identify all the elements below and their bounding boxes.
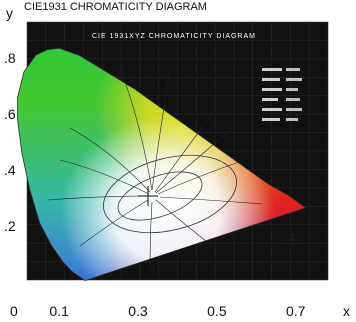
x-tick-label: 0.5: [207, 303, 227, 319]
y-axis-label: y: [6, 5, 13, 21]
y-axis-ticks: .8 .6 .4 .2: [4, 50, 16, 234]
side-legend: [262, 68, 302, 121]
chart-title: CIE1931 CHROMATICITY DIAGRAM: [24, 1, 207, 13]
x-tick-label: 0.1: [49, 303, 69, 319]
x-tick-label: 0.7: [286, 303, 306, 319]
outer-tolerance-ellipse: [103, 154, 237, 234]
red-point-marker: [286, 233, 300, 247]
x-tick-label: 0: [10, 303, 18, 319]
x-tick-label: 0.3: [128, 303, 148, 319]
y-tick-label: .4: [4, 162, 16, 178]
y-tick-label: .6: [4, 106, 16, 122]
x-axis-ticks: 0 0.1 0.3 0.5 0.7: [10, 303, 306, 319]
x-axis-label: x: [343, 303, 350, 319]
spectral-locus: [17, 47, 307, 282]
y-tick-label: .2: [4, 218, 16, 234]
isotherm-lines: [47, 67, 263, 271]
inner-tolerance-ellipse: [117, 171, 203, 221]
y-tick-label: .8: [4, 50, 16, 66]
white-point-marker: [138, 186, 158, 206]
inset-title: CIE 1931XYZ CHROMATICITY DIAGRAM: [92, 33, 256, 40]
